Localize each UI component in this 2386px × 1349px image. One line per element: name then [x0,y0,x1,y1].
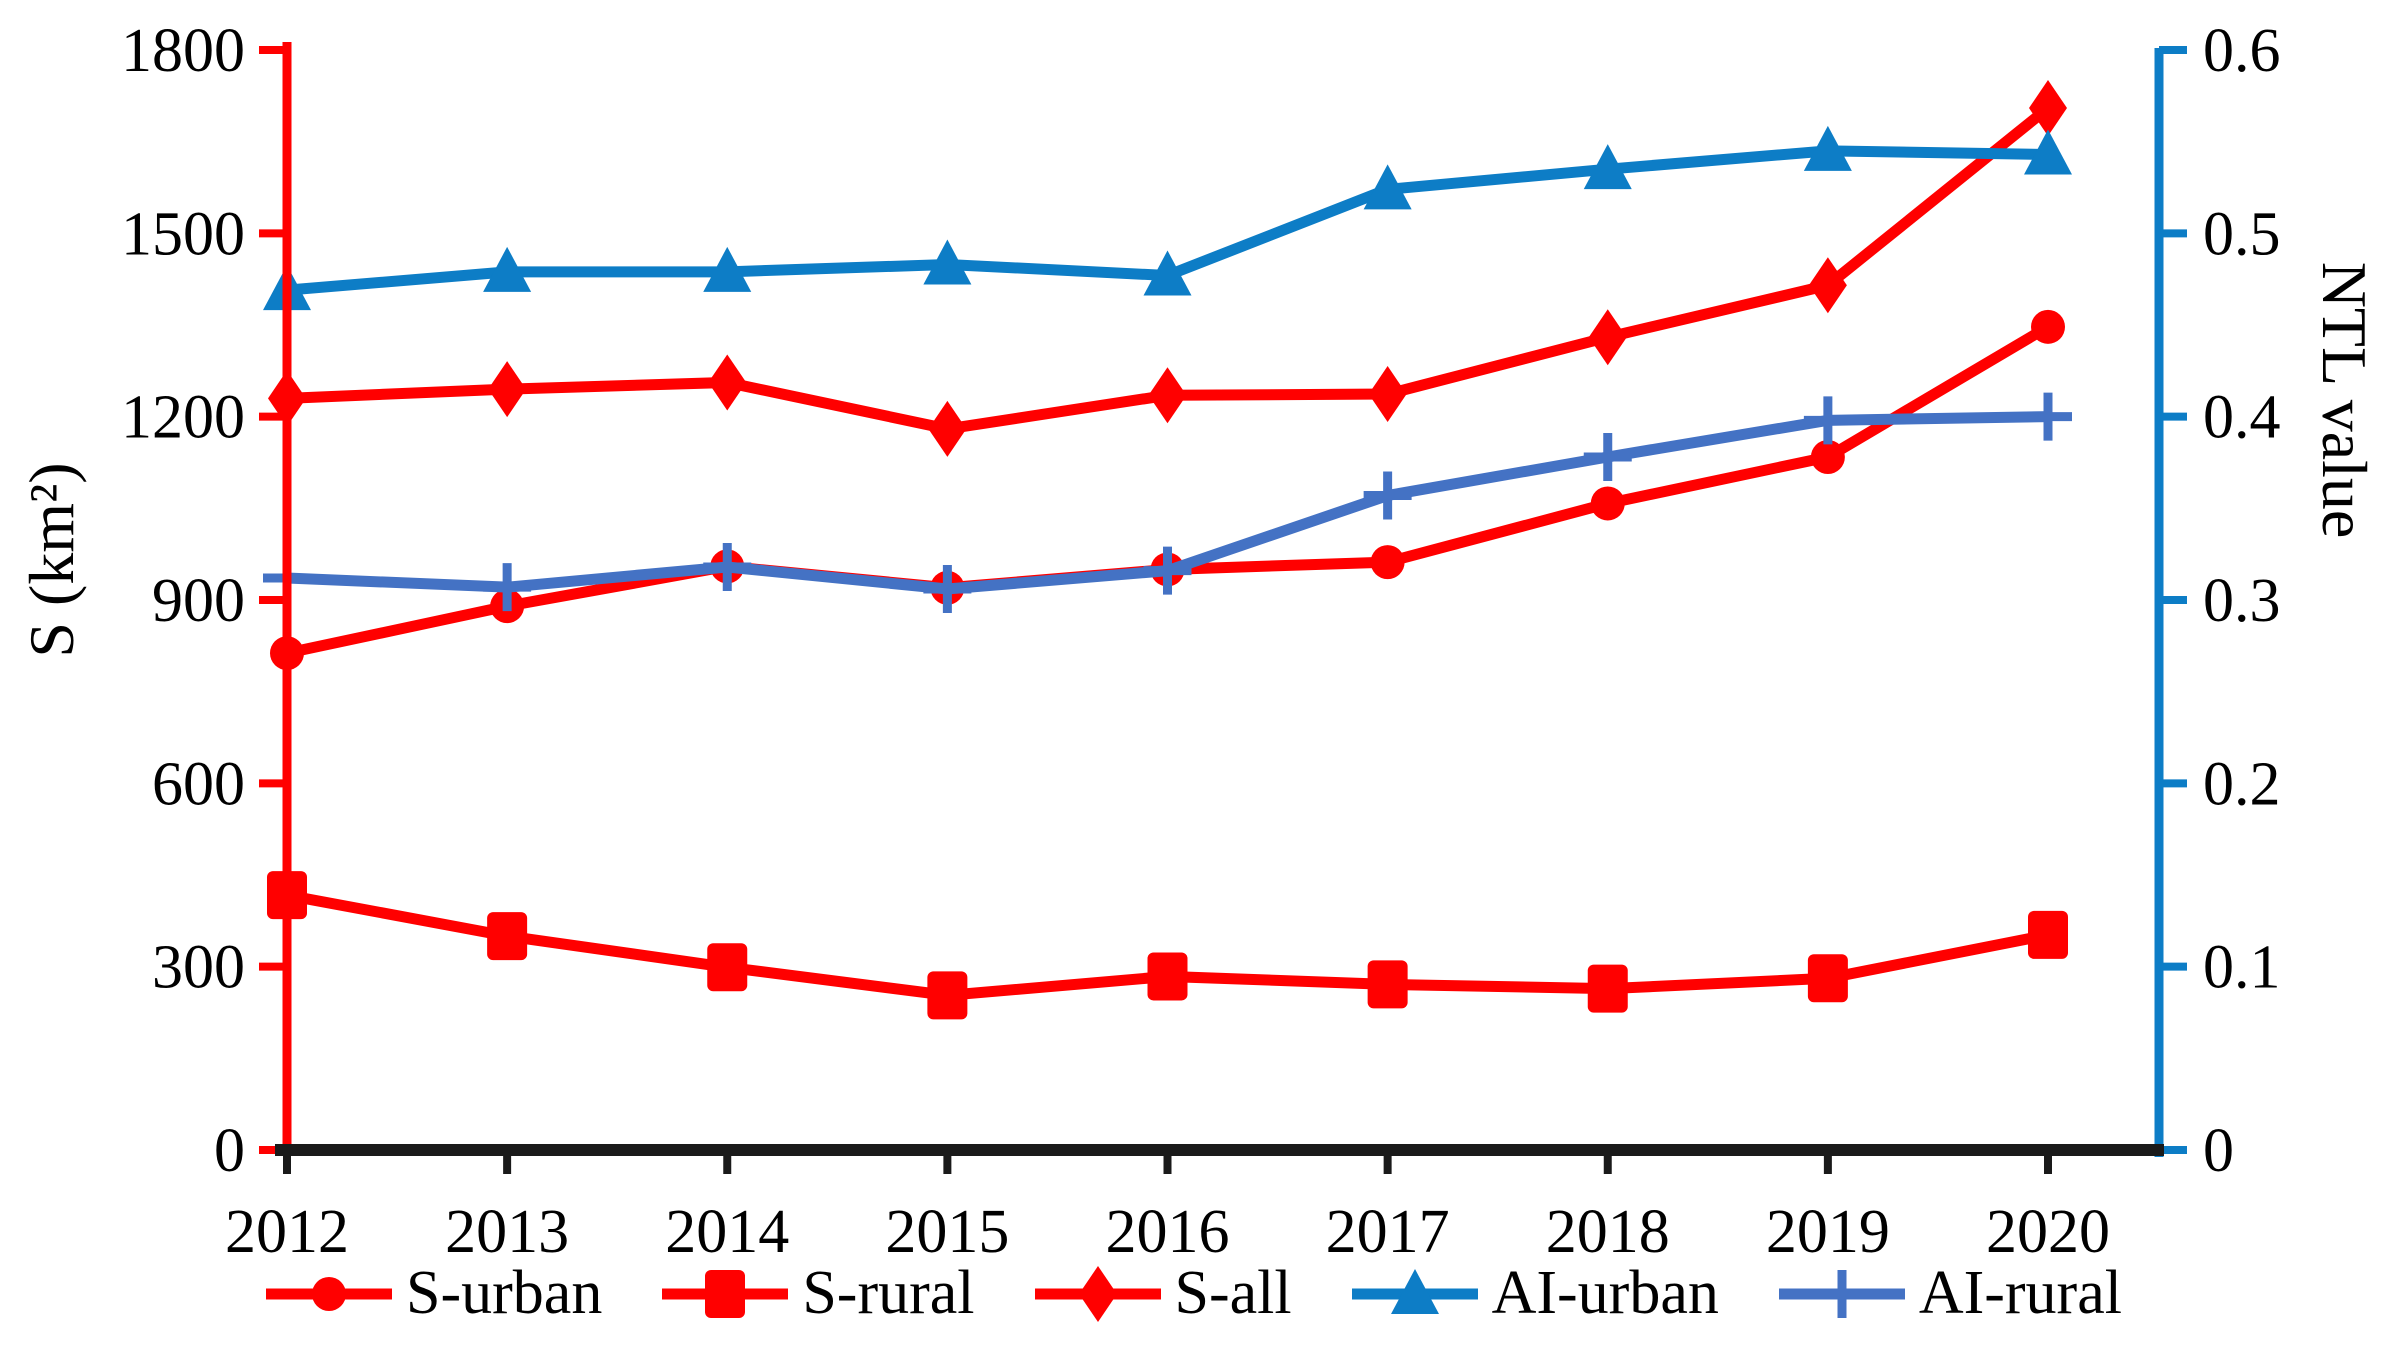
plus-marker [1583,433,1632,481]
plus-marker [923,565,972,613]
legend-label: S-urban [406,1259,603,1327]
plus-marker [483,563,532,612]
triangle-icon [1351,1268,1478,1314]
diamond-marker [1808,257,1847,314]
left-tick-label: 1800 [121,17,245,85]
plus-marker [1143,546,1192,595]
triangle-marker [923,239,972,285]
legend: S-urban S-rural S-all AI-urban AI-rural [0,1258,2386,1329]
right-axis-title: NTL value [2309,261,2380,539]
circle-marker [1810,440,1845,474]
triangle-marker [1143,250,1192,296]
triangle-marker [1803,125,1852,171]
x-tick-label: 2013 [445,1198,569,1266]
x-tick-label: 2017 [1326,1198,1450,1266]
x-tick-label: 2015 [885,1198,1009,1266]
right-tick-label: 0.1 [2203,934,2281,1002]
right-tick-label: 0.2 [2203,750,2281,818]
square-marker [707,943,748,992]
right-tick-label: 0.6 [2203,17,2281,85]
x-tick-label: 2019 [1766,1198,1890,1266]
plus-marker [703,543,752,591]
legend-item-s-urban: S-urban [264,1258,602,1329]
legend-item-ai-urban: AI-urban [1350,1258,1719,1329]
x-tick-label: 2016 [1106,1198,1230,1266]
x-tick-label: 2020 [1986,1198,2110,1266]
plus-marker [1363,471,1412,520]
diamond-marker [708,354,747,411]
legend-label: AI-rural [1918,1259,2122,1327]
diamond-marker [2029,80,2067,137]
x-tick-label: 2012 [225,1198,349,1266]
x-tick-label: 2014 [665,1198,789,1266]
right-tick-label: 0 [2203,1117,2234,1185]
diamond-marker [1368,366,1407,423]
square-marker [487,912,528,961]
legend-item-ai-rural: AI-rural [1777,1258,2122,1329]
circle-marker [1590,486,1625,521]
square-icon [662,1269,789,1318]
legend-label: S-all [1174,1259,1292,1327]
triangle-marker [2024,129,2072,175]
circle-marker [1370,545,1405,580]
legend-item-s-rural: S-rural [660,1258,975,1329]
legend-label: AI-urban [1491,1259,1719,1327]
legend-item-s-all: S-all [1033,1258,1292,1329]
left-tick-label: 900 [152,567,245,635]
triangle-marker [703,246,752,292]
triangle-marker [1583,144,1632,190]
x-tick-label: 2018 [1546,1198,1670,1266]
left-tick-label: 1200 [121,384,245,452]
plus-icon [1778,1269,1905,1318]
square-marker [927,971,968,1020]
left-axis-title: S (km²) [16,462,87,658]
square-marker [1367,960,1408,1009]
plus-marker [2024,392,2072,441]
diamond-marker [1148,367,1187,424]
circle-marker [2031,309,2065,344]
circle-icon [266,1276,393,1311]
diamond-marker [488,361,527,418]
diamond-marker [928,400,967,457]
triangle-marker [483,246,532,292]
left-tick-label: 1500 [121,200,245,268]
diamond-marker [1588,309,1627,366]
square-marker [2028,910,2068,959]
square-marker [1147,952,1188,1001]
right-tick-label: 0.3 [2203,567,2281,635]
square-marker [1587,964,1628,1013]
left-tick-label: 300 [152,934,245,1002]
diamond-icon [1034,1265,1161,1322]
right-tick-label: 0.5 [2203,200,2281,268]
right-tick-label: 0.4 [2203,384,2281,452]
square-marker [1807,954,1848,1003]
plus-marker [1803,396,1852,445]
triangle-marker [1363,164,1412,210]
left-tick-label: 600 [152,750,245,818]
legend-label: S-rural [802,1259,975,1327]
left-tick-label: 0 [214,1117,245,1185]
